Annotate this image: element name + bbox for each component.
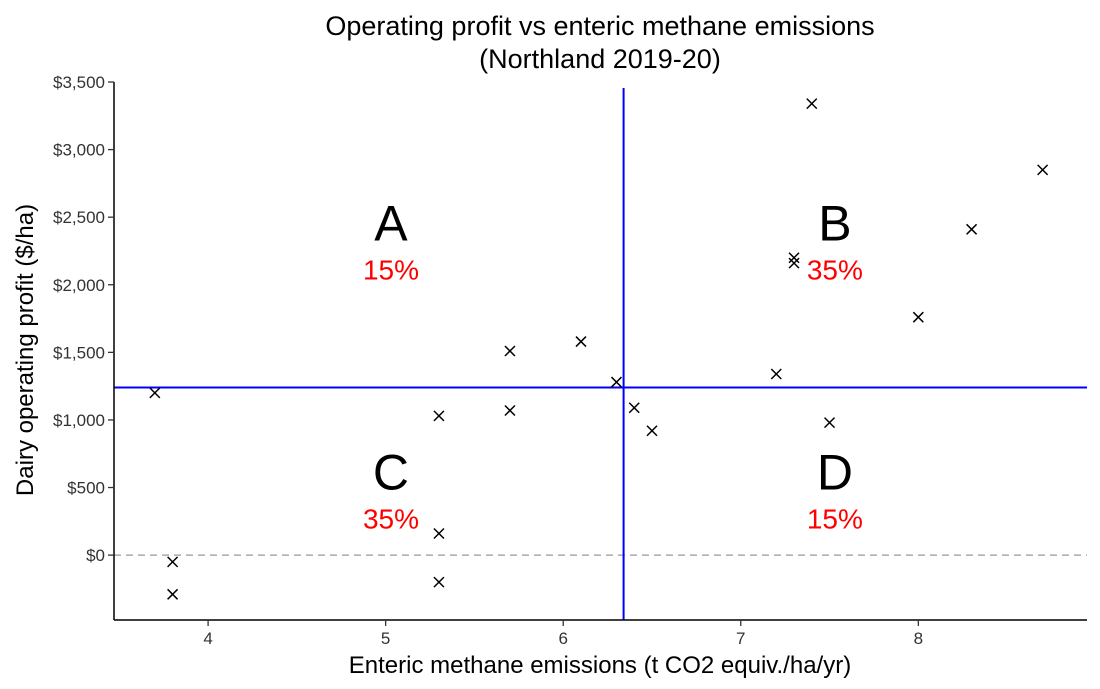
data-point: [806, 98, 818, 110]
x-tick-label: 6: [558, 629, 567, 648]
data-point: [149, 387, 161, 399]
data-point: [433, 576, 445, 588]
x-tick-label: 7: [736, 629, 745, 648]
x-tick-label: 8: [914, 629, 923, 648]
y-tick-label: $2,000: [53, 276, 105, 295]
y-tick-label: $1,500: [53, 343, 105, 362]
data-point: [433, 527, 445, 540]
chart-title: Operating profit vs enteric methane emis…: [325, 11, 874, 41]
data-point: [1037, 164, 1049, 176]
quadrant-letter-a: A: [374, 196, 408, 252]
quadrant-letter-d: D: [817, 444, 853, 500]
data-point: [646, 425, 658, 437]
data-point: [824, 417, 836, 429]
data-point: [167, 556, 179, 568]
x-axis-label: Enteric methane emissions (t CO2 equiv./…: [349, 652, 851, 679]
data-point: [504, 345, 516, 357]
y-tick-label: $1,000: [53, 411, 105, 430]
x-tick-label: 4: [203, 629, 212, 648]
data-point: [770, 368, 782, 380]
y-tick-label: $0: [86, 546, 105, 565]
y-tick-label: $3,000: [53, 141, 105, 160]
quadrant-percent-b: 35%: [807, 255, 863, 286]
y-tick-label: $2,500: [53, 208, 105, 227]
x-tick-label: 5: [381, 629, 390, 648]
data-point: [167, 588, 179, 600]
chart-titles: Operating profit vs enteric methane emis…: [325, 11, 874, 74]
y-tick-label: $500: [67, 479, 105, 498]
chart-subtitle: (Northland 2019-20): [479, 44, 721, 74]
data-point: [788, 252, 800, 264]
data-point: [628, 402, 640, 414]
data-point: [575, 336, 587, 348]
quadrant-percent-c: 35%: [363, 503, 419, 534]
y-tick-label: $3,500: [53, 73, 105, 92]
data-point: [610, 376, 623, 388]
quadrant-letter-b: B: [818, 196, 851, 252]
data-point: [912, 311, 924, 323]
y-axis-label: Dairy operating profit ($/ha): [12, 204, 39, 496]
quadrant-percent-d: 15%: [807, 503, 863, 534]
data-point: [433, 410, 445, 422]
quadrant-percent-a: 15%: [363, 255, 419, 286]
plot-area: 4 5 6 7 8 $0 $500 $1,000 $1,500 $2,000 $2,500 $3,00…: [53, 73, 1087, 648]
quadrant-letter-c: C: [373, 444, 409, 500]
data-point: [504, 404, 516, 417]
data-point: [788, 257, 800, 269]
data-point: [966, 223, 978, 235]
